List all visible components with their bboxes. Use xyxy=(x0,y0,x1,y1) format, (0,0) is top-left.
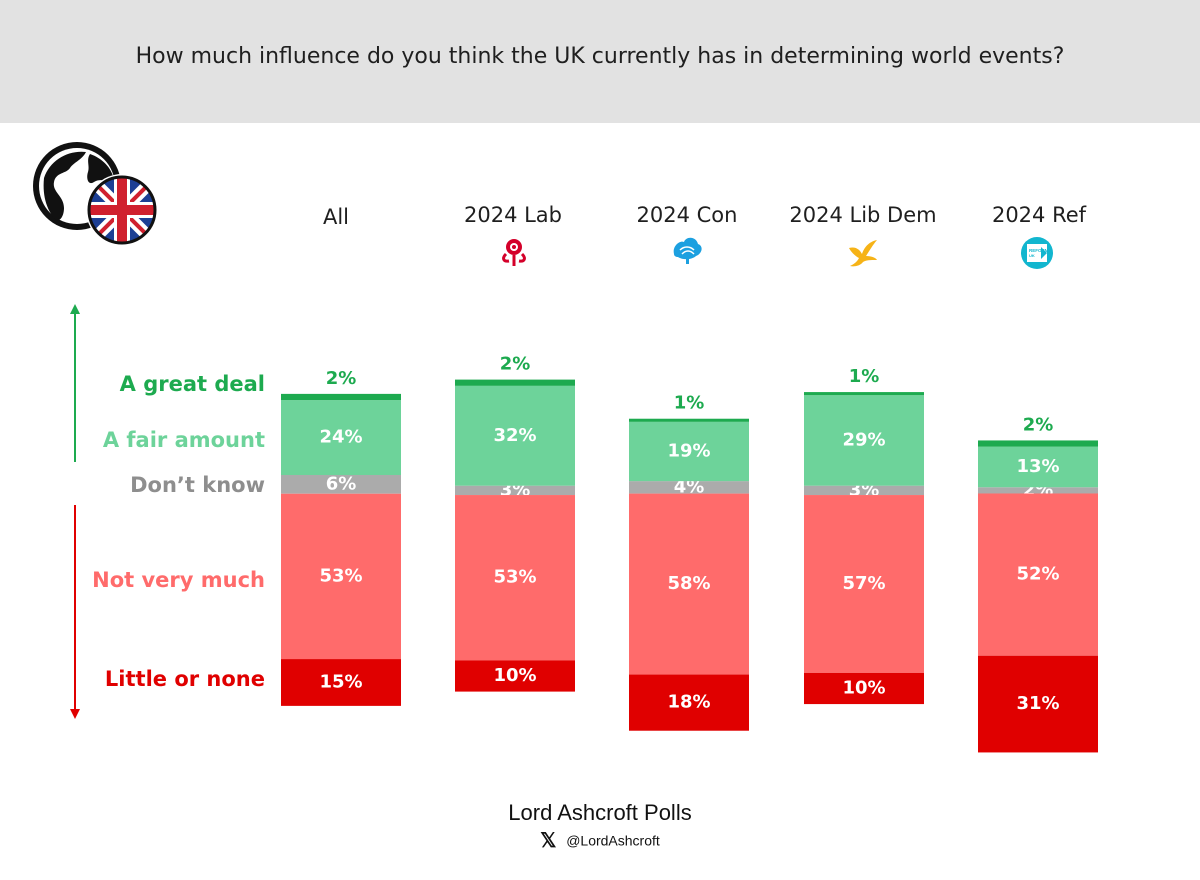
down-arrow-icon xyxy=(70,505,80,719)
header-bar: How much influence do you think the UK c… xyxy=(0,0,1200,123)
bar-segment-dont-know xyxy=(629,481,749,494)
data-label-dont-know: 6% xyxy=(326,473,357,494)
row-label-fair-amount: A fair amount xyxy=(102,428,265,452)
globe-uk-flag-icon xyxy=(33,142,158,246)
footer-source: Lord Ashcroft Polls xyxy=(508,800,692,825)
data-label-not-very-much: 52% xyxy=(1016,564,1059,585)
bar-segment-fair-amount xyxy=(281,400,401,475)
x-logo-icon: 𝕏 xyxy=(540,830,557,852)
bar-segment-fair-amount xyxy=(978,446,1098,488)
bar-segment-fair-amount xyxy=(629,421,749,482)
data-label-little-or-none: 18% xyxy=(667,692,710,713)
data-label-little-or-none: 15% xyxy=(319,671,362,692)
bar-segment-not-very-much xyxy=(978,493,1098,656)
data-label-fair-amount: 13% xyxy=(1016,456,1059,477)
bar-segment-dont-know xyxy=(978,487,1098,494)
data-label-great-deal: 2% xyxy=(1023,414,1054,435)
up-arrow-icon xyxy=(70,304,80,462)
bar-segment-not-very-much xyxy=(804,495,924,673)
data-label-fair-amount: 19% xyxy=(667,440,710,461)
column-label-all: All xyxy=(322,205,350,229)
data-label-fair-amount: 29% xyxy=(842,429,885,450)
row-label-great-deal: A great deal xyxy=(119,372,265,396)
bar-segment-great-deal xyxy=(629,418,749,422)
column-label-libdem: 2024 Lib Dem xyxy=(789,203,937,227)
bar-segment-great-deal xyxy=(804,392,924,396)
data-label-fair-amount: 24% xyxy=(319,427,362,448)
data-label-great-deal: 2% xyxy=(326,368,357,389)
data-label-not-very-much: 53% xyxy=(319,565,362,586)
bar-segment-great-deal xyxy=(281,393,401,401)
bar-segment-fair-amount xyxy=(455,385,575,486)
bar-segment-not-very-much xyxy=(281,493,401,660)
data-label-not-very-much: 57% xyxy=(842,573,885,594)
data-label-not-very-much: 53% xyxy=(493,567,536,588)
svg-text:UK: UK xyxy=(1029,253,1035,258)
bar-segment-dont-know xyxy=(804,485,924,496)
data-label-little-or-none: 10% xyxy=(493,665,536,686)
conservative-tree-icon xyxy=(673,237,702,264)
footer-handle-row: 𝕏 @LordAshcroft xyxy=(0,828,1200,853)
bar-segment-fair-amount xyxy=(804,395,924,486)
reform-uk-icon: REFORM UK xyxy=(1021,237,1053,269)
bar-segment-dont-know xyxy=(281,475,401,494)
bar-segment-little-or-none xyxy=(804,672,924,705)
data-label-great-deal: 2% xyxy=(500,354,531,375)
data-label-great-deal: 1% xyxy=(849,366,880,387)
bar-segment-little-or-none xyxy=(455,660,575,692)
bar-segment-little-or-none xyxy=(281,659,401,706)
data-label-little-or-none: 31% xyxy=(1016,693,1059,714)
data-label-not-very-much: 58% xyxy=(667,573,710,594)
data-label-little-or-none: 10% xyxy=(842,677,885,698)
chart-title: How much influence do you think the UK c… xyxy=(135,44,1065,69)
labour-rose-icon xyxy=(502,239,526,266)
bar-segment-little-or-none xyxy=(629,674,749,731)
bar-segment-not-very-much xyxy=(629,493,749,675)
column-label-lab: 2024 Lab xyxy=(463,203,563,227)
bar-segment-not-very-much xyxy=(455,495,575,661)
column-label-ref: 2024 Ref xyxy=(991,203,1087,227)
row-label-dont-know: Don’t know xyxy=(130,473,265,497)
bar-segment-little-or-none xyxy=(978,655,1098,753)
bar-segment-great-deal xyxy=(455,379,575,386)
row-label-not-very-much: Not very much xyxy=(92,568,265,592)
data-label-dont-know: 4% xyxy=(674,476,705,497)
column-label-con: 2024 Con xyxy=(636,203,738,227)
libdem-bird-icon xyxy=(849,240,877,267)
footer-handle: @LordAshcroft xyxy=(566,832,660,849)
data-label-great-deal: 1% xyxy=(674,393,705,414)
data-label-fair-amount: 32% xyxy=(493,425,536,446)
bar-segment-dont-know xyxy=(455,485,575,496)
row-label-little-or-none: Little or none xyxy=(104,667,265,691)
bar-segment-great-deal xyxy=(978,440,1098,447)
svg-text:REFORM: REFORM xyxy=(1029,248,1049,253)
